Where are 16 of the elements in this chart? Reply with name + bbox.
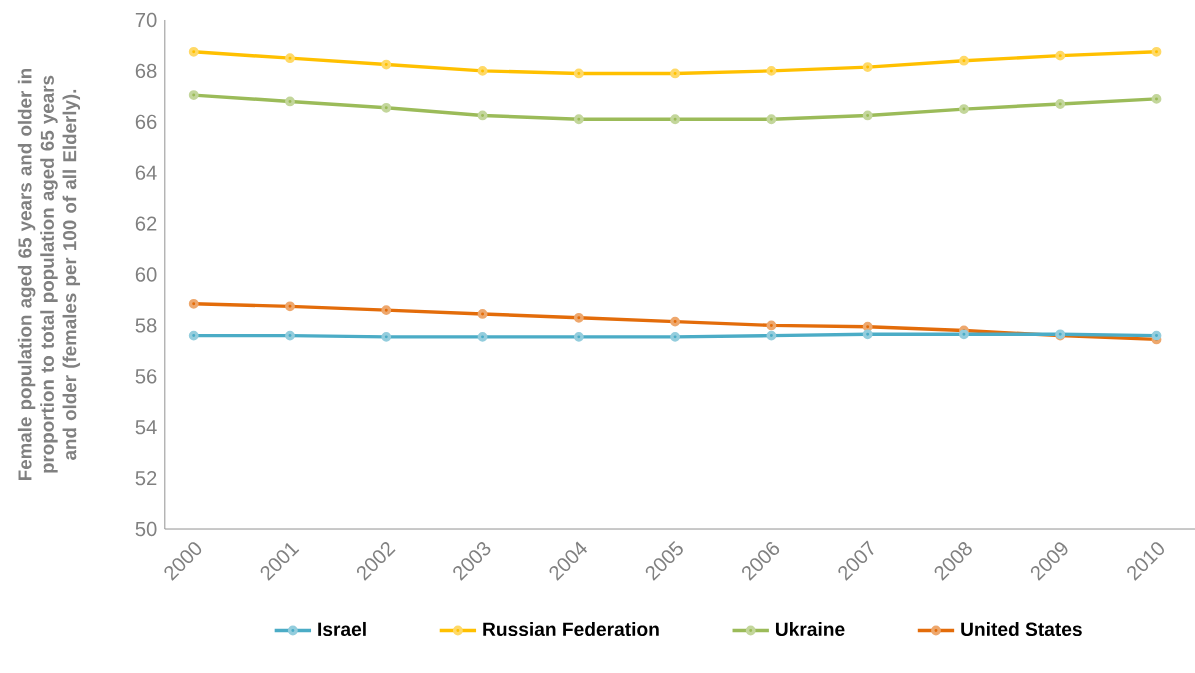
y-tick-label: 66 [135, 114, 157, 129]
legend-label: Russian Federation [483, 621, 659, 636]
y-axis-title: Female population aged 65 years and older in proportion to total population aged 65 years and older (females per 100 of all Elderly). [17, 68, 81, 480]
y-tick-label: 68 [135, 63, 157, 78]
y-tick-label: 50 [135, 521, 157, 537]
legend-label: United States [961, 621, 1082, 636]
legend-label: Ukraine [775, 621, 845, 636]
y-tick-label: 64 [135, 165, 157, 180]
y-tick-label: 62 [135, 216, 157, 231]
y-tick-label: 60 [135, 267, 157, 282]
y-tick-label: 56 [135, 369, 157, 384]
y-tick-label: 54 [135, 420, 157, 435]
y-tick-label: 70 [135, 12, 157, 28]
y-tick-label: 58 [135, 318, 157, 333]
y-tick-label: 52 [135, 470, 157, 486]
legend-label: Israel [318, 621, 366, 636]
